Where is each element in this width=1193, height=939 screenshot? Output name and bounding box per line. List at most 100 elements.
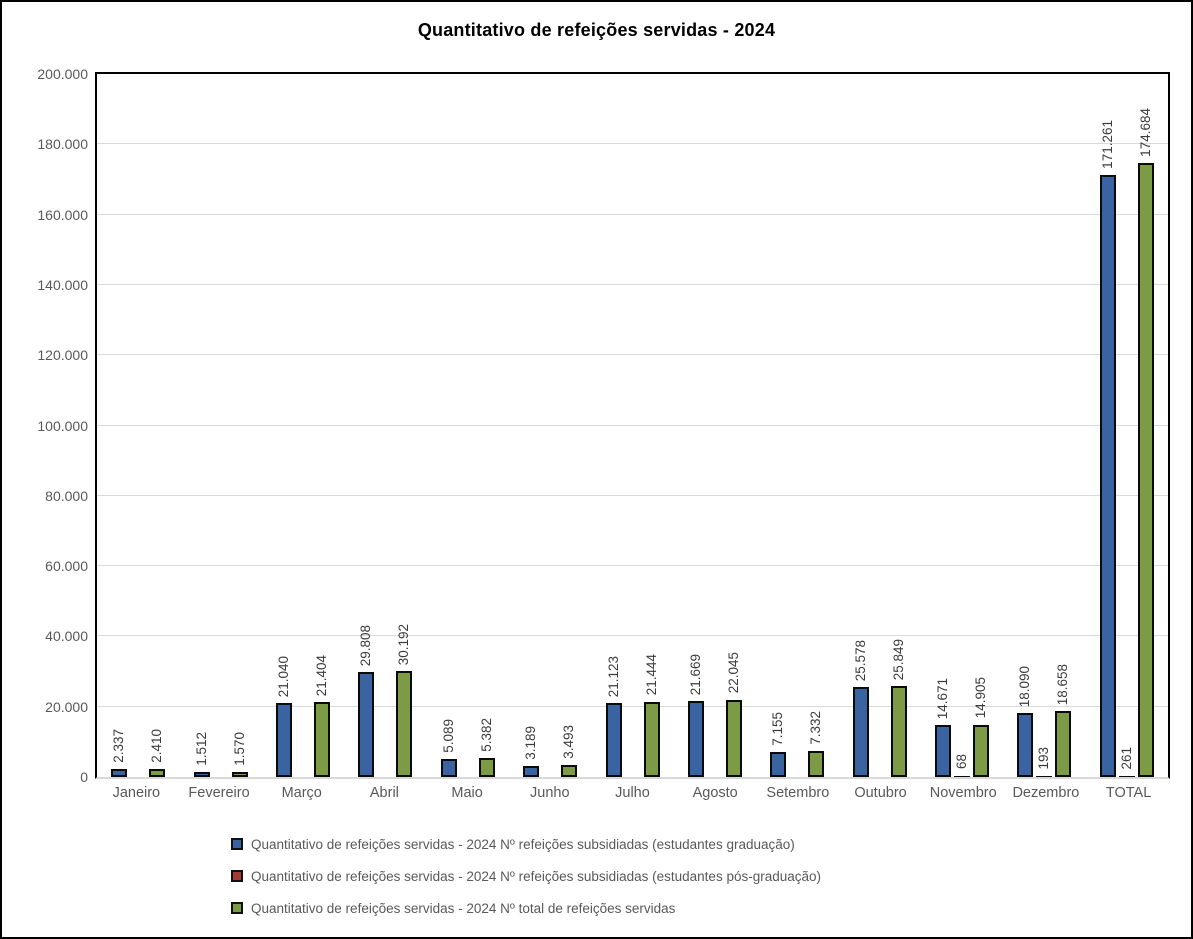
legend-label-pos-graduacao: Quantitativo de refeições servidas - 202…	[251, 868, 821, 884]
y-axis: 0 20.000 40.000 60.000 80.000 100.000 120.000 1…	[2, 66, 88, 785]
data-label-graduacao: 14.671	[935, 678, 951, 720]
data-label-pos-graduacao: 68	[954, 754, 970, 770]
bar-slot-total: 18.658	[1055, 74, 1072, 777]
bar-group: 29.808 30.192	[344, 74, 426, 777]
data-label-total: 22.045	[725, 652, 741, 694]
legend-label-total: Quantitativo de refeições servidas - 202…	[251, 900, 676, 916]
legend-row-total: Quantitativo de refeições servidas - 202…	[231, 900, 1171, 916]
bar-slot-graduacao: 3.189	[523, 74, 540, 777]
bar-group: 14.671 68 14.905	[921, 74, 1003, 777]
data-label-graduacao: 21.123	[605, 655, 621, 697]
data-label-graduacao: 1.512	[193, 731, 209, 766]
y-axis-tick-label: 20.000	[45, 698, 88, 715]
x-axis-tick-label: TOTAL	[1105, 785, 1152, 801]
data-label-graduacao: 29.808	[358, 624, 374, 667]
bar-slot-total: 21.404	[313, 74, 330, 777]
bar-slot-total: 2.410	[149, 74, 166, 777]
bar-slot-graduacao: 18.090	[1017, 74, 1034, 777]
bar-pos-graduacao	[954, 775, 971, 777]
bar-graduacao	[275, 703, 292, 777]
category-julho: 21.123 21.444	[591, 74, 673, 777]
bar-group: 3.189 3.493	[509, 74, 591, 777]
bar-slot-graduacao: 14.671	[935, 74, 952, 777]
category-dezembro: 18.090 193 18.658	[1003, 74, 1085, 777]
category-março: 21.040 21.404	[262, 74, 344, 777]
bar-slot-total: 174.684	[1137, 74, 1154, 777]
bar-total	[396, 670, 413, 777]
gridline	[97, 283, 1168, 285]
x-axis-tick-label: Junho	[530, 785, 570, 801]
x-axis-tick-label: Outubro	[854, 785, 907, 801]
legend-marker-graduacao-icon	[231, 838, 243, 850]
y-axis-tick-label: 160.000	[37, 206, 88, 223]
data-label-graduacao: 3.189	[523, 726, 539, 760]
bar-group: 1.512 1.570	[179, 74, 261, 777]
y-axis-tick-label: 180.000	[37, 136, 88, 153]
data-label-pos-graduacao: 193	[1036, 746, 1052, 770]
bar-slot-pos-graduacao	[625, 74, 641, 777]
data-label-total: 14.905	[973, 677, 989, 719]
data-label-graduacao: 25.578	[852, 639, 868, 682]
bar-total	[643, 701, 660, 777]
bar-graduacao	[111, 768, 128, 777]
data-label-total: 3.493	[561, 724, 577, 759]
bar-slot-total: 25.849	[890, 74, 907, 777]
bar-slot-pos-graduacao	[789, 74, 805, 777]
legend-label-graduacao: Quantitativo de refeições servidas - 202…	[251, 836, 795, 852]
gridline	[97, 143, 1168, 145]
bar-group: 25.578 25.849	[839, 74, 921, 777]
x-axis-tick-label: Agosto	[692, 785, 738, 801]
bar-total	[313, 701, 330, 777]
bar-pos-graduacao	[1118, 775, 1135, 777]
x-axis-tick-label: Setembro	[766, 785, 830, 801]
bar-graduacao	[770, 751, 787, 777]
legend: Quantitativo de refeições servidas - 202…	[231, 836, 1171, 932]
bar-graduacao	[440, 759, 457, 777]
bar-total	[478, 758, 495, 777]
bar-categories: 2.337 2.410 1.512 1.570 21.040 21.404 29.808 30…	[97, 74, 1168, 777]
bar-group: 21.040 21.404	[262, 74, 344, 777]
bar-slot-pos-graduacao	[460, 74, 476, 777]
bar-slot-total: 30.192	[396, 74, 413, 777]
bar-slot-total: 3.493	[561, 74, 578, 777]
bar-graduacao	[523, 765, 540, 777]
y-axis-tick-label: 120.000	[37, 347, 88, 364]
bar-slot-graduacao: 1.512	[193, 74, 210, 777]
gridline	[97, 424, 1168, 426]
bar-slot-total: 21.444	[643, 74, 660, 777]
category-maio: 5.089 5.382	[427, 74, 509, 777]
y-axis-tick-label: 80.000	[45, 487, 88, 504]
bar-total	[725, 699, 742, 777]
data-label-graduacao: 18.090	[1017, 666, 1033, 708]
x-axis-tick-label: Março	[281, 785, 322, 801]
data-label-graduacao: 21.669	[687, 653, 703, 695]
bar-slot-graduacao: 21.040	[275, 74, 292, 777]
bar-group: 21.669 22.045	[674, 74, 756, 777]
bar-slot-total: 7.332	[808, 74, 825, 777]
bar-slot-pos-graduacao: 261	[1118, 74, 1135, 777]
legend-marker-total-icon	[231, 902, 243, 914]
bar-slot-pos-graduacao	[213, 74, 229, 777]
bar-slot-pos-graduacao: 68	[954, 74, 971, 777]
x-axis-tick-label: Julho	[615, 785, 650, 801]
category-abril: 29.808 30.192	[344, 74, 426, 777]
legend-row-pos-graduacao: Quantitativo de refeições servidas - 202…	[231, 868, 1171, 884]
plot-area: 2.337 2.410 1.512 1.570 21.040 21.404 29.808 30…	[95, 72, 1170, 779]
bar-group: 7.155 7.332	[756, 74, 838, 777]
bar-slot-total: 22.045	[725, 74, 742, 777]
category-total: 171.261 261 174.684	[1086, 74, 1168, 777]
bar-graduacao	[605, 702, 622, 777]
data-label-graduacao: 21.040	[275, 655, 291, 697]
legend-row-graduacao: Quantitativo de refeições servidas - 202…	[231, 836, 1171, 852]
y-axis-tick-label: 200.000	[37, 66, 88, 82]
bar-graduacao	[193, 771, 210, 777]
gridline	[97, 565, 1168, 567]
chart-title: Quantitativo de refeições servidas - 202…	[417, 20, 776, 40]
bar-slot-pos-graduacao	[542, 74, 558, 777]
bar-slot-total: 1.570	[231, 74, 248, 777]
gridline	[97, 354, 1168, 356]
data-label-graduacao: 2.337	[111, 729, 127, 763]
x-axis: Janeiro Fevereiro Março Abril Maio Junho Julho…	[95, 785, 1170, 801]
bar-graduacao	[935, 725, 952, 777]
